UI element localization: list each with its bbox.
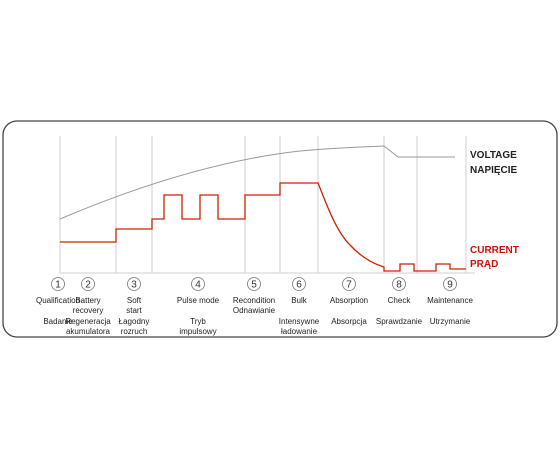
stage-label-en: Absorption <box>330 296 368 305</box>
stage-label-en: Maintenance <box>427 296 473 305</box>
stage-9: 9 Maintenance Utrzymanie <box>427 277 473 326</box>
stage-label-pl: akumulatora <box>66 327 111 336</box>
voltage-curve <box>59 145 455 220</box>
stage-number: 7 <box>346 280 352 291</box>
voltage-label-en: VOLTAGE <box>470 150 517 161</box>
stage-label-en: start <box>126 306 142 315</box>
current-label-en: CURRENT <box>470 245 519 256</box>
stage-8: 8 Check Sprawdzanie <box>376 277 423 326</box>
stage-number: 8 <box>396 280 402 291</box>
stage-number: 3 <box>131 280 137 291</box>
stage-separators <box>59 136 467 273</box>
stage-label-en: Odnawianie <box>233 306 276 315</box>
stage-label-en: Battery <box>75 296 100 305</box>
stage-label-pl: rozruch <box>121 327 148 336</box>
stage-label-pl: Badanie <box>43 317 73 326</box>
stage-number-circle <box>247 277 261 291</box>
stage-label-en: Check <box>388 296 412 305</box>
stage-label-pl: Łagodny <box>119 317 150 326</box>
stage-number-circle <box>51 277 65 291</box>
stage-number: 4 <box>195 280 201 291</box>
stage-1: 1 Qualification Badanie <box>36 277 80 326</box>
stage-label-pl: Utrzymanie <box>430 317 471 326</box>
stage-number: 6 <box>296 280 302 291</box>
stage-label-pl: Sprawdzanie <box>376 317 423 326</box>
voltage-label-pl: NAPIĘCIE <box>470 165 518 176</box>
stage-label-pl: ładowanie <box>281 327 318 336</box>
stage-label-en: Qualification <box>36 296 80 305</box>
stage-number-circle <box>81 277 95 291</box>
stage-label-en: Soft <box>127 296 142 305</box>
stage-number-circle <box>342 277 356 291</box>
stage-number: 2 <box>85 280 91 291</box>
stage-label-pl: Intensywne <box>279 317 320 326</box>
stage-number-circle <box>392 277 406 291</box>
stage-number: 1 <box>55 280 61 291</box>
stage-number: 5 <box>251 280 257 291</box>
stage-label-pl: Tryb <box>190 317 206 326</box>
stage-number-circle <box>127 277 141 291</box>
stage-label-en: Bulk <box>291 296 308 305</box>
stage-label-pl: impulsowy <box>179 327 216 336</box>
current-label-pl: PRĄD <box>470 259 498 270</box>
stage-number: 9 <box>447 280 453 291</box>
stage-number-circle <box>292 277 306 291</box>
stage-number-circle <box>191 277 205 291</box>
stage-label-pl: Regeneracja <box>65 317 111 326</box>
stage-label-en: recovery <box>73 306 104 315</box>
current-curve <box>60 182 466 272</box>
stage-number-circle <box>443 277 457 291</box>
stage-7: 7 Absorption Absorpcja <box>330 277 368 326</box>
stage-label-en: Pulse mode <box>177 296 220 305</box>
stage-label-en: Recondition <box>233 296 275 305</box>
stage-label-pl: Absorpcja <box>331 317 367 326</box>
